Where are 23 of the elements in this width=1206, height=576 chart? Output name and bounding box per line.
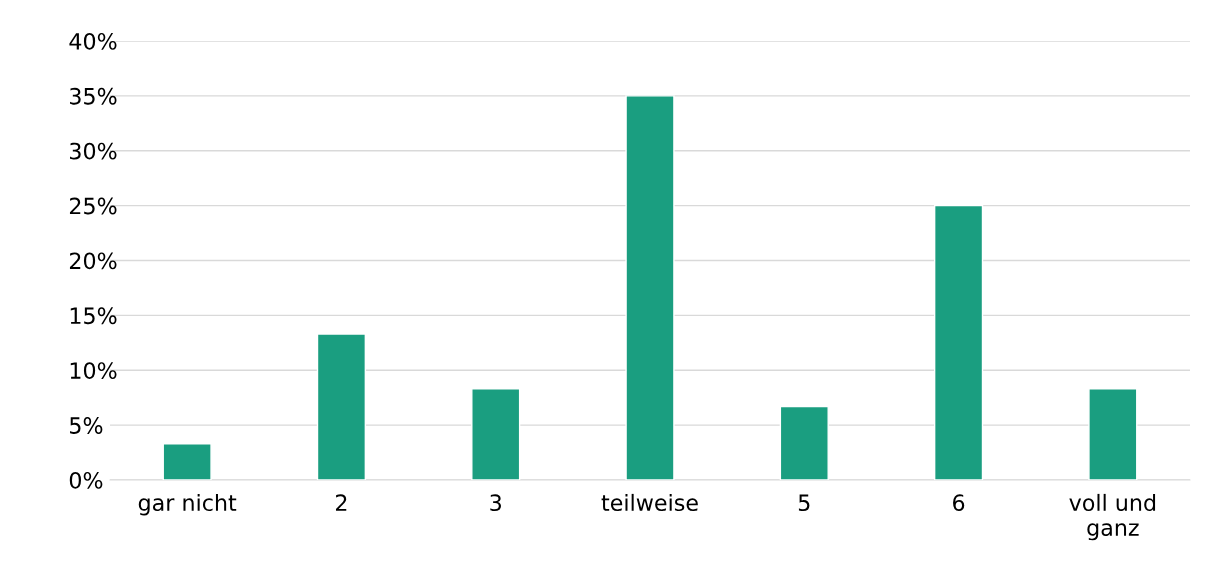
y-tick-label: 30%: [70, 142, 117, 160]
x-tick-label: teilweise: [601, 493, 698, 512]
y-tick-label: 5%: [70, 417, 103, 434]
y-tick-label: 10%: [70, 362, 117, 380]
bar: [471, 388, 521, 480]
bar: [625, 95, 675, 480]
y-tick-label: 20%: [69, 252, 117, 270]
x-tick-label: 6: [953, 494, 965, 512]
y-tick-label: 15%: [70, 307, 117, 325]
x-tick-label: gar nicht: [138, 493, 237, 516]
bar: [1088, 388, 1138, 480]
bar: [779, 405, 829, 480]
y-tick-label: 0%: [69, 471, 103, 489]
bar: [162, 443, 212, 480]
x-tick-label: voll und ganz: [1069, 493, 1156, 541]
bar: [316, 333, 367, 480]
x-tick-label: 3: [490, 494, 501, 512]
y-tick-label: 35%: [70, 87, 117, 105]
x-tick-label: 2: [335, 494, 347, 511]
y-tick-label: 25%: [69, 197, 117, 215]
bar: [933, 204, 984, 480]
y-tick-label: 40%: [69, 32, 117, 50]
x-tick-label: 5: [798, 494, 810, 512]
